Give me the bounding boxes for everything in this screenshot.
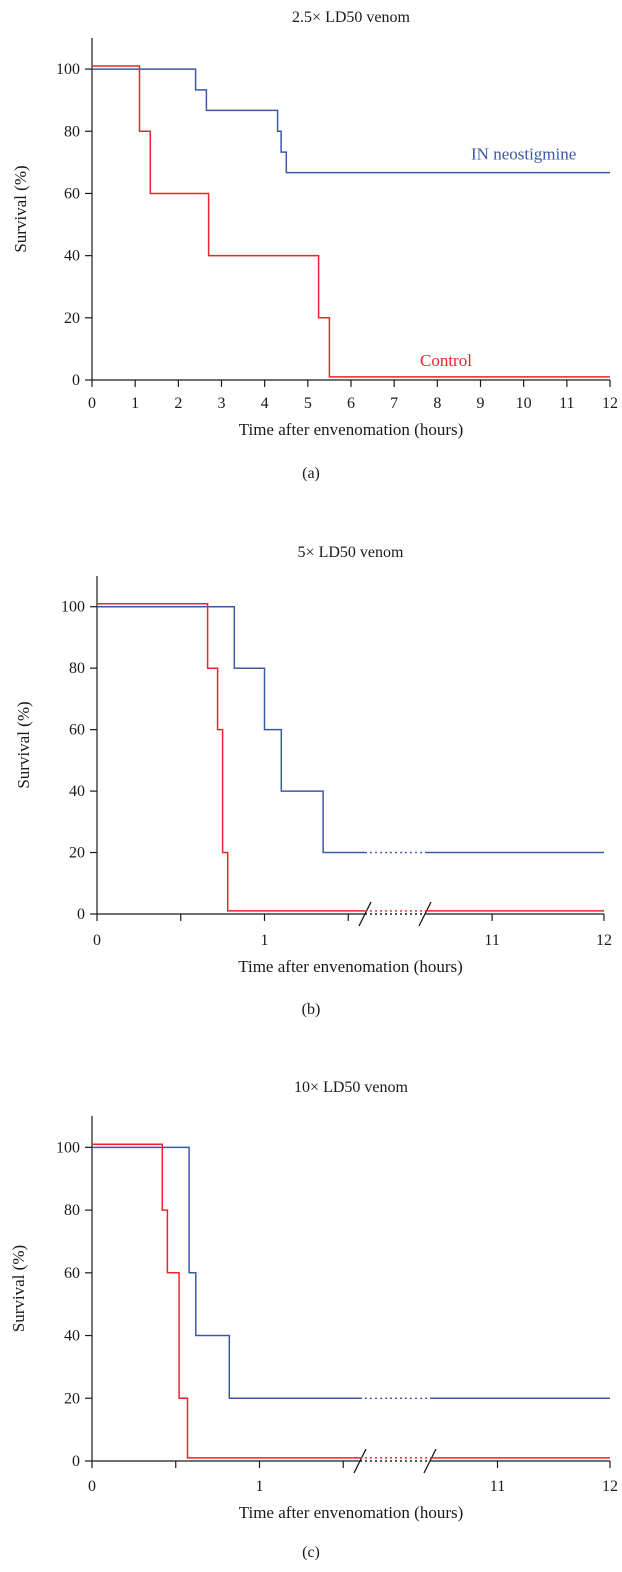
- y-tick-label: 60: [69, 722, 85, 739]
- y-tick-label: 20: [64, 1390, 80, 1407]
- y-tick-label: 40: [64, 248, 80, 265]
- panel-label: (a): [302, 465, 320, 482]
- x-axis-label: Time after envenomation (hours): [238, 957, 463, 976]
- x-axis-label: Time after envenomation (hours): [239, 420, 464, 439]
- chart-title: 5× LD50 venom: [298, 544, 404, 561]
- x-tick-label: 6: [347, 395, 355, 412]
- chart-title: 2.5× LD50 venom: [292, 9, 410, 26]
- x-tick-label: 0: [88, 395, 96, 412]
- x-tick-label: 11: [484, 932, 499, 949]
- panel-label: (b): [302, 1001, 321, 1018]
- x-tick-label: 10: [516, 395, 532, 412]
- x-tick-label: 3: [218, 395, 226, 412]
- y-tick-label: 40: [64, 1328, 80, 1345]
- y-tick-label: 40: [69, 783, 85, 800]
- y-tick-label: 80: [69, 660, 85, 677]
- neostigmine-curve: [97, 605, 365, 854]
- y-tick-label: 60: [64, 185, 80, 202]
- x-tick-label: 1: [131, 395, 139, 412]
- panel-a: 2.5× LD50 venom 0 20 40 60 80 100 Survival (%) 0…: [11, 9, 618, 482]
- axis-break-mark: [418, 901, 432, 927]
- x-tick-label: 12: [596, 932, 612, 949]
- x-tick-label: 11: [559, 395, 574, 412]
- neostigmine-series-label: IN neostigmine: [471, 144, 576, 163]
- y-tick-label: 80: [64, 123, 80, 140]
- x-tick-label: 9: [477, 395, 485, 412]
- y-tick-label: 100: [56, 61, 80, 78]
- chart-title: 10× LD50 venom: [294, 1079, 408, 1096]
- y-tick-label: 100: [56, 1139, 80, 1156]
- neostigmine-curve: [92, 68, 610, 174]
- axis-break-mark: [423, 1448, 437, 1474]
- y-tick-label: 20: [64, 310, 80, 327]
- panel-label: (c): [302, 1544, 320, 1561]
- x-tick-label: 2: [174, 395, 182, 412]
- x-tick-label: 1: [256, 1478, 264, 1495]
- control-series-label: Control: [420, 351, 472, 370]
- y-tick-label: 0: [77, 906, 85, 923]
- neostigmine-curve: [92, 1146, 360, 1400]
- control-curve: [92, 65, 610, 378]
- y-tick-label: 100: [61, 599, 85, 616]
- panel-c: 10× LD50 venom 0 20 40 60 80 100 Survival (%) 0 1…: [9, 1079, 618, 1561]
- x-tick-label: 11: [490, 1478, 505, 1495]
- control-curve: [97, 602, 365, 912]
- x-tick-label: 1: [261, 932, 269, 949]
- y-tick-label: 80: [64, 1202, 80, 1219]
- x-tick-label: 5: [304, 395, 312, 412]
- control-curve: [92, 1143, 360, 1459]
- x-tick-label: 0: [93, 932, 101, 949]
- y-axis-label: Survival (%): [14, 701, 33, 788]
- y-tick-label: 60: [64, 1265, 80, 1282]
- x-tick-label: 12: [602, 395, 618, 412]
- y-tick-label: 20: [69, 845, 85, 862]
- x-tick-label: 12: [602, 1478, 618, 1495]
- x-tick-label: 4: [261, 395, 269, 412]
- x-tick-label: 8: [433, 395, 441, 412]
- x-tick-label: 7: [390, 395, 398, 412]
- y-axis-label: Survival (%): [11, 165, 30, 252]
- y-tick-label: 0: [72, 372, 80, 389]
- y-axis-label: Survival (%): [9, 1245, 28, 1332]
- x-axis-label: Time after envenomation (hours): [239, 1503, 464, 1522]
- y-tick-label: 0: [72, 1453, 80, 1470]
- x-tick-label: 0: [88, 1478, 96, 1495]
